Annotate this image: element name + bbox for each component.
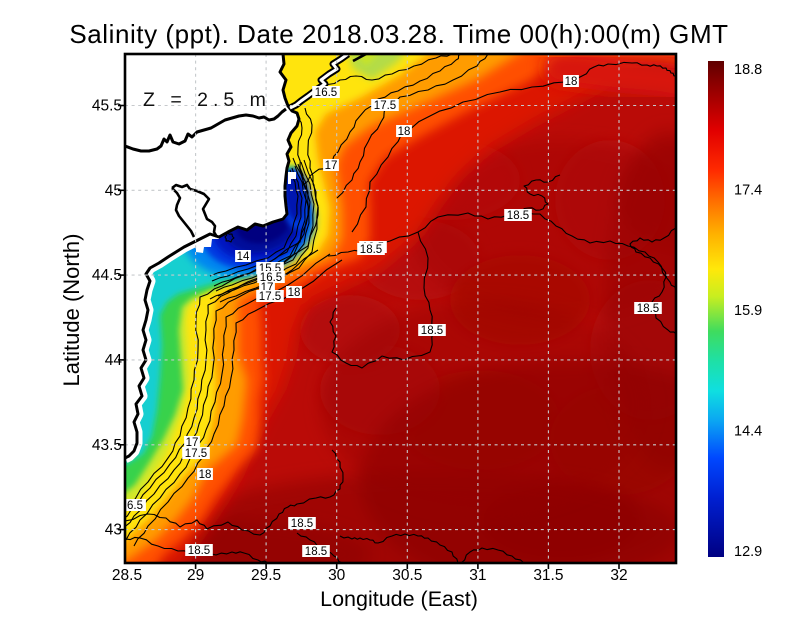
svg-text:18.8: 18.8 <box>734 62 762 78</box>
svg-text:17.5: 17.5 <box>185 448 207 460</box>
svg-text:15.9: 15.9 <box>734 303 762 319</box>
svg-text:44.5: 44.5 <box>92 267 122 284</box>
svg-text:30.5: 30.5 <box>392 567 422 584</box>
svg-text:43: 43 <box>105 522 122 539</box>
svg-text:14: 14 <box>237 251 250 263</box>
svg-text:17: 17 <box>325 160 338 172</box>
svg-text:6.5: 6.5 <box>127 500 143 512</box>
svg-text:Salinity (ppt). Date 2018.03.2: Salinity (ppt). Date 2018.03.28. Time 00… <box>69 19 728 49</box>
svg-text:18.5: 18.5 <box>637 303 659 315</box>
svg-text:29: 29 <box>187 567 204 584</box>
svg-text:45: 45 <box>105 182 122 199</box>
svg-text:28.5: 28.5 <box>112 567 142 584</box>
svg-text:17: 17 <box>186 437 199 449</box>
svg-text:18: 18 <box>398 126 411 138</box>
svg-text:18: 18 <box>199 469 212 481</box>
svg-text:Longitude (East): Longitude (East) <box>320 587 478 611</box>
svg-text:18: 18 <box>288 287 301 299</box>
svg-text:32: 32 <box>610 567 627 584</box>
svg-text:Z = 2.5 m: Z = 2.5 m <box>143 89 271 111</box>
svg-text:18.5: 18.5 <box>305 546 327 558</box>
svg-text:18.5: 18.5 <box>188 545 210 557</box>
svg-text:18: 18 <box>565 76 578 88</box>
svg-text:29.5: 29.5 <box>251 567 281 584</box>
svg-text:18.5: 18.5 <box>507 210 529 222</box>
svg-text:18.5: 18.5 <box>421 325 443 337</box>
svg-text:17.5: 17.5 <box>259 291 281 303</box>
svg-text:30: 30 <box>328 567 346 584</box>
svg-text:45.5: 45.5 <box>92 98 122 115</box>
svg-text:14.4: 14.4 <box>734 424 762 440</box>
svg-text:16.5: 16.5 <box>315 87 337 99</box>
svg-text:17.4: 17.4 <box>734 183 762 199</box>
svg-text:43.5: 43.5 <box>92 437 122 454</box>
svg-text:18.5: 18.5 <box>360 244 382 256</box>
svg-text:31.5: 31.5 <box>533 567 563 584</box>
svg-text:44: 44 <box>105 352 123 369</box>
svg-text:17.5: 17.5 <box>374 100 396 112</box>
svg-text:Latitude (North): Latitude (North) <box>59 234 84 387</box>
svg-text:31: 31 <box>469 567 486 584</box>
svg-text:18.5: 18.5 <box>291 518 313 530</box>
svg-text:12.9: 12.9 <box>734 544 762 560</box>
